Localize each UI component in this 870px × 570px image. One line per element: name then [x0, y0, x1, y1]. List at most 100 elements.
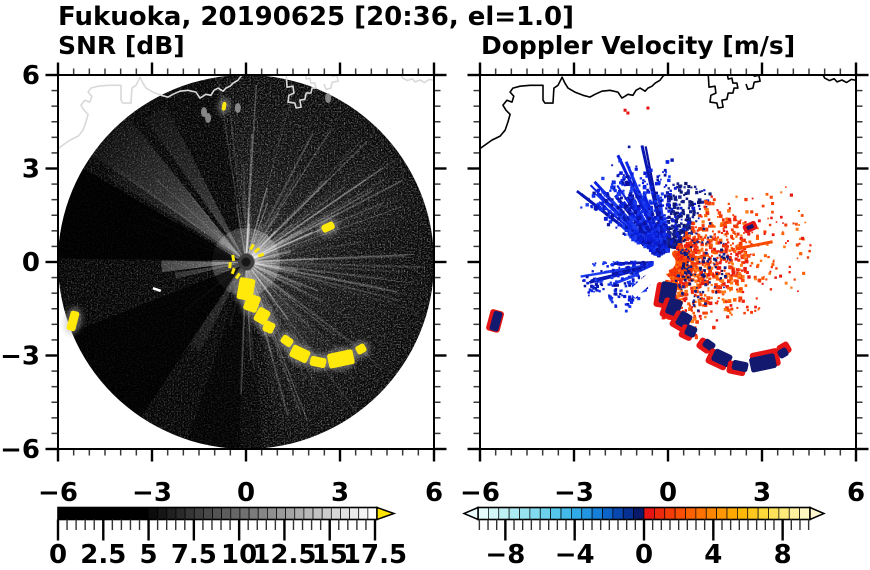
colorbar-cell — [367, 507, 378, 520]
yellow-echo — [253, 307, 271, 325]
colorbar-cell — [157, 507, 168, 520]
colorbar-cell — [184, 507, 195, 520]
coast-red-dot — [646, 106, 650, 110]
colorbar-cell — [477, 507, 489, 520]
colorbar-cell — [166, 507, 177, 520]
gray-smudge — [201, 107, 208, 118]
colorbar-cell — [321, 507, 332, 520]
colorbar-label: 12.5 — [252, 540, 316, 570]
colorbar-cell — [330, 507, 341, 520]
vel-colorbar: −8 −4 0 4 8 — [462, 506, 826, 570]
coastline-right — [480, 75, 666, 150]
snr-panel-title: SNR [dB] — [58, 31, 185, 60]
x-tick-label: −3 — [554, 478, 594, 508]
colorbar-cell — [685, 507, 697, 520]
axis-frame — [479, 74, 857, 450]
chain-echo — [675, 311, 693, 329]
colorbar-cell — [358, 507, 369, 520]
clear-slash — [628, 262, 667, 299]
yellow-echo — [66, 310, 80, 332]
y-tick-label: 0 — [22, 248, 40, 278]
coastline-right — [707, 75, 739, 109]
x-tick-label: −6 — [460, 478, 500, 508]
colorbar-cell — [349, 507, 360, 520]
snr-beam — [250, 139, 426, 260]
colorbar-label: 5 — [140, 540, 158, 570]
coastline-left — [323, 75, 339, 91]
colorbar-cell — [788, 507, 800, 520]
colorbar-label: 17.5 — [343, 540, 407, 570]
colorbar-cell — [312, 507, 323, 520]
snr-disk-texture — [58, 75, 434, 449]
coast-red-dot — [623, 108, 627, 112]
colorbar-cell — [276, 507, 286, 520]
yellow-dash — [230, 267, 236, 275]
colorbar-cell — [674, 507, 686, 520]
colorbar-label: 15 — [312, 540, 348, 570]
x-tick-label: −6 — [38, 478, 78, 508]
vel-overflow-arrow-icon — [809, 506, 826, 521]
colorbar-cell — [340, 507, 350, 520]
colorbar-cell — [508, 507, 520, 520]
colorbar-label: 2.5 — [80, 540, 126, 570]
y-tick-label: −3 — [0, 342, 40, 372]
vel-blue-scatter — [576, 145, 712, 313]
snr-dark-sector — [58, 166, 240, 261]
colorbar-cell — [193, 507, 204, 520]
x-tick-label: 3 — [753, 478, 771, 508]
colorbar-cell — [175, 507, 186, 520]
colorbar-cell — [643, 507, 655, 520]
y-tick-label: 6 — [22, 61, 40, 91]
white-dash — [152, 287, 162, 293]
x-tick-label: −3 — [132, 478, 172, 508]
coastline-left — [58, 75, 244, 150]
snr-overflow-arrow-icon — [376, 506, 397, 521]
chain-echo — [702, 338, 716, 352]
colorbar-cell — [705, 507, 717, 520]
snr-beam — [174, 262, 242, 279]
yellow-dash — [249, 243, 255, 251]
colorbar-cell — [799, 507, 811, 520]
colorbar-cell — [622, 507, 634, 520]
colorbar-cell — [757, 507, 769, 520]
yellow-echo — [321, 221, 335, 233]
colorbar-cell — [778, 507, 790, 520]
yellow-dash — [257, 252, 265, 258]
colorbar-cell — [488, 507, 500, 520]
vel-underflow-arrow-icon — [462, 506, 479, 521]
coastline-left — [400, 75, 434, 84]
snr-panel — [58, 75, 434, 449]
snr-beam — [249, 265, 338, 367]
coastline-left — [285, 75, 317, 109]
colorbar-cell — [560, 507, 572, 520]
yellow-dash — [253, 247, 261, 254]
colorbar-cell — [768, 507, 780, 520]
colorbar-cell — [203, 507, 213, 520]
colorbar-cell — [602, 507, 614, 520]
yellow-echo — [221, 101, 227, 111]
snr-beam — [145, 106, 244, 258]
snr-beam — [161, 260, 242, 273]
yellow-dash — [228, 261, 232, 269]
x-tick-label: 0 — [237, 478, 255, 508]
snr-beam — [107, 165, 243, 260]
colorbar-cell — [591, 507, 603, 520]
snr-axes: −6 −3 0 3 6 6 3 0 −3 −6 — [0, 61, 447, 508]
colorbar-cell — [654, 507, 666, 520]
colorbar-cell — [539, 507, 551, 520]
x-tick-label: 3 — [331, 478, 349, 508]
vel-panel — [480, 75, 856, 377]
yellow-echo — [280, 334, 294, 348]
colorbar-cell — [294, 507, 305, 520]
gray-smudge — [205, 113, 212, 124]
chain-echo — [711, 348, 733, 367]
snr-dark-sector — [68, 265, 242, 420]
yellow-echo — [289, 344, 311, 363]
yellow-echo — [355, 343, 367, 355]
colorbar-cell — [612, 507, 624, 520]
yellow-echo — [243, 293, 261, 313]
colorbar-cell — [498, 507, 510, 520]
colorbar-cell — [664, 507, 676, 520]
colorbar-label: 7.5 — [171, 540, 217, 570]
